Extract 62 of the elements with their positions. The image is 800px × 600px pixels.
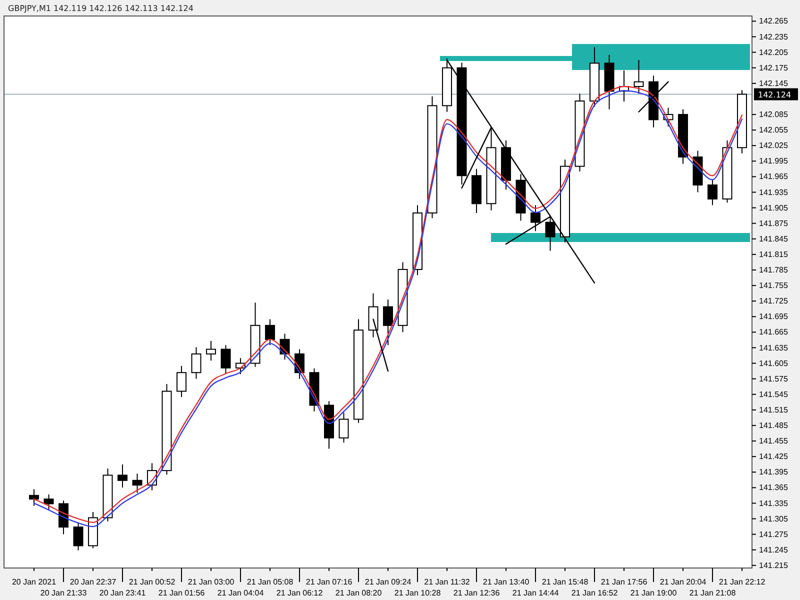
y-tick-label: 141.275 bbox=[759, 530, 788, 539]
y-tick-label: 142.205 bbox=[759, 48, 788, 57]
y-tick-label: 142.265 bbox=[759, 16, 788, 26]
x-tick-label: 21 Jan 03:00 bbox=[188, 578, 235, 587]
y-tick-label: 141.395 bbox=[759, 468, 788, 477]
x-tick-label: 20 Jan 2021 bbox=[12, 578, 57, 587]
y-tick-label: 141.875 bbox=[759, 218, 788, 228]
y-tick-label: 141.575 bbox=[759, 374, 788, 384]
y-tick-label: 141.605 bbox=[759, 358, 788, 368]
x-tick-label: 21 Jan 11:32 bbox=[424, 578, 470, 587]
y-tick-label: 142.025 bbox=[759, 141, 788, 150]
y-tick-label: 141.905 bbox=[759, 203, 788, 212]
ref-line-label: 142.124 bbox=[758, 90, 792, 100]
y-tick-label: 141.515 bbox=[759, 405, 788, 414]
y-tick-label: 141.815 bbox=[759, 250, 788, 259]
y-tick-label: 141.335 bbox=[759, 498, 788, 508]
x-tick-label: 21 Jan 14:44 bbox=[512, 588, 560, 598]
x-tick-label: 21 Jan 09:24 bbox=[364, 578, 412, 587]
x-tick-label: 21 Jan 16:52 bbox=[571, 588, 618, 598]
y-tick-label: 141.665 bbox=[759, 328, 788, 337]
y-tick-label: 141.755 bbox=[759, 281, 788, 290]
x-tick-label: 21 Jan 04:04 bbox=[217, 588, 264, 598]
y-tick-label: 141.365 bbox=[759, 483, 788, 492]
x-tick-label: 21 Jan 17:56 bbox=[600, 578, 648, 587]
y-tick-label: 141.635 bbox=[759, 343, 788, 352]
x-tick-label: 21 Jan 21:08 bbox=[689, 588, 736, 598]
y-tick-label: 141.695 bbox=[759, 312, 788, 322]
y-tick-label: 141.485 bbox=[759, 421, 788, 430]
x-tick-label: 21 Jan 19:00 bbox=[630, 588, 678, 598]
x-tick-label: 21 Jan 22:12 bbox=[718, 578, 766, 587]
y-tick-label: 141.725 bbox=[759, 296, 788, 306]
y-tick-label: 142.235 bbox=[759, 32, 788, 42]
y-tick-label: 141.215 bbox=[759, 560, 788, 570]
x-tick-label: 21 Jan 06:12 bbox=[276, 588, 324, 598]
y-tick-label: 142.085 bbox=[759, 110, 788, 120]
x-tick-label: 21 Jan 08:20 bbox=[335, 588, 382, 598]
y-tick-label: 141.845 bbox=[759, 234, 788, 244]
x-tick-label: 21 Jan 20:04 bbox=[660, 578, 707, 587]
x-tick-label: 21 Jan 10:28 bbox=[394, 588, 442, 598]
y-tick-label: 141.935 bbox=[759, 188, 788, 197]
x-tick-label: 21 Jan 12:36 bbox=[453, 588, 500, 598]
x-tick-label: 20 Jan 21:33 bbox=[40, 588, 88, 598]
x-tick-label: 21 Jan 13:40 bbox=[482, 578, 530, 587]
y-tick-label: 141.425 bbox=[759, 452, 788, 462]
y-tick-label: 141.785 bbox=[759, 266, 788, 275]
y-tick-label: 141.995 bbox=[759, 156, 788, 166]
y-tick-label: 141.305 bbox=[759, 514, 788, 524]
y-tick-label: 141.965 bbox=[759, 172, 788, 182]
x-tick-label: 21 Jan 01:56 bbox=[158, 588, 206, 598]
y-tick-label: 142.175 bbox=[759, 63, 788, 72]
y-tick-label: 142.055 bbox=[759, 126, 788, 135]
x-tick-label: 21 Jan 15:48 bbox=[542, 578, 589, 587]
x-tick-label: 21 Jan 00:52 bbox=[128, 578, 176, 587]
x-tick-label: 21 Jan 07:16 bbox=[306, 578, 353, 587]
y-tick-label: 142.145 bbox=[759, 78, 788, 88]
y-tick-label: 141.245 bbox=[759, 545, 788, 554]
x-tick-label: 20 Jan 22:37 bbox=[70, 578, 117, 587]
y-tick-label: 141.455 bbox=[759, 436, 788, 446]
x-tick-label: 20 Jan 23:41 bbox=[99, 588, 146, 598]
chart-title: GBPJPY,M1 142.119 142.126 142.113 142.124 bbox=[8, 4, 194, 13]
y-tick-label: 141.545 bbox=[759, 390, 788, 399]
x-tick-label: 21 Jan 05:08 bbox=[246, 578, 294, 587]
